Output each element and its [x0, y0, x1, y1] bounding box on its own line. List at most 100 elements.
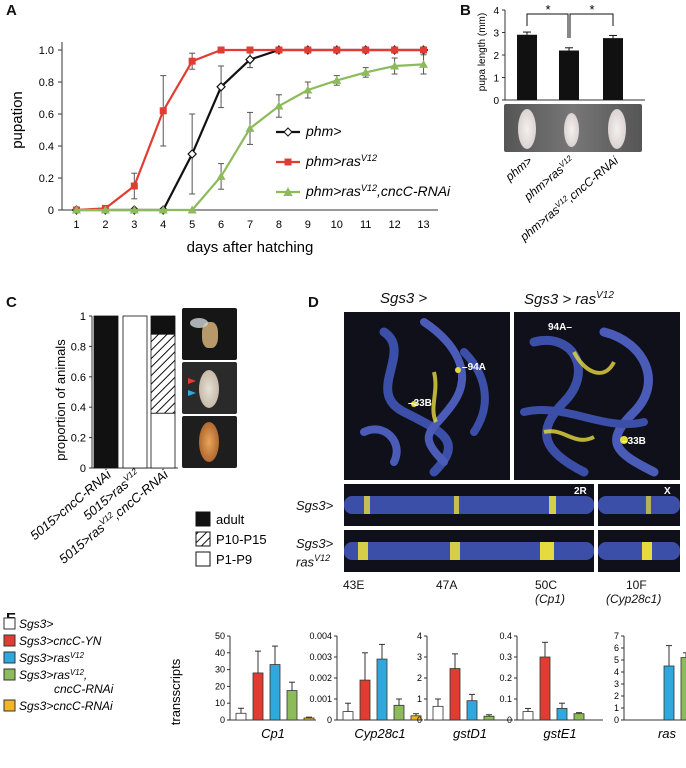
panel-a-point: [361, 67, 371, 76]
panel-e-bar: [303, 717, 315, 721]
panel-a-xtick-label: 2: [102, 219, 108, 231]
panel-c-bar-segment: [122, 315, 148, 469]
panel-e-ytick-label: 2: [417, 673, 422, 683]
panel-a-ytick-label: 1.0: [39, 45, 54, 57]
panel-a-point: [390, 61, 400, 70]
panel-c-legend-swatch: [195, 551, 211, 567]
panel-a-point: [187, 149, 198, 159]
panel-a-point: [188, 57, 196, 65]
panel-e-legend-swatch: [3, 668, 16, 681]
panel-c-bar-segment: [150, 333, 176, 414]
panel-b-ylabel: pupa length (mm): [477, 13, 488, 91]
panel-a-point: [216, 171, 226, 180]
panel-b-ytick-label: 3: [493, 29, 499, 40]
panel-a-point: [391, 46, 399, 54]
panel-c-legend-swatch: [195, 531, 211, 547]
panel-e-ytick-label: 4: [614, 667, 619, 677]
panel-e-ytick-label: 0.001: [309, 694, 332, 704]
panel-b-xlabel-sup: V12: [557, 153, 574, 169]
panel-a-xtick-label: 6: [218, 219, 224, 231]
chromosome-image-right: 94A– –33B: [514, 312, 680, 480]
panel-b-xlabel-base: phm>ras: [516, 203, 562, 245]
adult-fly-photo: [182, 308, 237, 360]
panel-e-legend-label-sup: V12: [70, 668, 85, 677]
panel-e-bar: [556, 708, 568, 721]
panel-e-gene-label: ras: [658, 726, 677, 741]
panel-c-xlabel-base: 5015>ras: [56, 520, 108, 567]
panel-e-ytick-label: 0: [417, 715, 422, 725]
band-33b-right: –33B: [622, 436, 646, 447]
panel-e-ytick-label: 5: [614, 655, 619, 665]
chromosome-strip-2r-top: 2R: [344, 484, 594, 526]
panel-e-legend-label-line2: cncC-RNAi: [54, 682, 114, 696]
panel-a-xtick-label: 1: [73, 219, 79, 231]
panel-e-gene-label: gstD1: [453, 726, 487, 741]
panel-e-bar: [342, 711, 354, 721]
panel-c-ytick-label: 0.6: [71, 372, 86, 384]
panel-a-legend-label-sup: V12: [361, 153, 377, 163]
panel-c-ytick-label: 0.4: [71, 402, 86, 414]
panel-e-legend-label: Sgs3>rasV12: [19, 651, 85, 666]
panel-e-legend-label-base: Sgs3>: [19, 617, 53, 631]
panel-e-bar: [663, 665, 675, 721]
locus-47a: 47A: [436, 578, 458, 592]
panel-c-bar-segment: [93, 315, 119, 469]
late-pupa-photo: [182, 362, 237, 414]
panel-e-bar: [466, 700, 478, 721]
panel-b-bar: [517, 34, 537, 100]
panel-a-ylabel: pupation: [9, 91, 26, 149]
panel-e-legend-label-base: Sgs3>ras: [19, 651, 70, 665]
panel-a-legend-label-base: phm>ras: [305, 183, 361, 199]
panel-b-ytick-label: 0: [493, 96, 499, 107]
panel-e-gene-label: gstE1: [543, 726, 576, 741]
panel-e-ytick-label: 7: [614, 631, 619, 641]
panel-a-point: [130, 182, 138, 190]
panel-b-bar: [603, 38, 623, 100]
panel-e-ytick-label: 30: [215, 665, 225, 675]
panel-e-legend-swatch: [3, 651, 16, 664]
panel-e-gene-label: Cyp28c1: [354, 726, 405, 741]
panel-e-ytick-label: 4: [417, 631, 422, 641]
panel-a-legend-label: phm>: [305, 123, 341, 139]
band-94a-right: 94A–: [548, 322, 572, 333]
panel-e-ytick-label: 20: [215, 681, 225, 691]
panel-e-bar: [522, 711, 534, 721]
chromosome-left-drawing: [360, 318, 489, 477]
panel-c-legend-label: P1-P9: [216, 552, 252, 567]
panel-e-bar: [483, 715, 495, 721]
band-33b-left: –33B: [408, 398, 432, 409]
locus-43e: 43E: [343, 578, 365, 592]
panel-a-point: [304, 46, 312, 54]
panel-e-bar: [449, 668, 461, 721]
panel-b-bar: [559, 50, 579, 100]
panel-c-ylabel: proportion of animals: [53, 339, 68, 461]
panel-a-point: [129, 205, 139, 214]
panel-e-bar: [235, 712, 247, 721]
panel-e-bar: [286, 690, 298, 721]
panel-e-ytick-label: 3: [417, 652, 422, 662]
panel-d-title-left: Sgs3 >: [380, 290, 428, 307]
locus-50c-gene: (Cp1): [535, 592, 566, 606]
panel-c-ytick-label: 1: [80, 311, 86, 323]
blue-arrow-icon: [188, 390, 196, 396]
panel-e-ytick-label: 0.002: [309, 673, 332, 683]
title-right-base: Sgs3 > ras: [524, 291, 597, 308]
chromosome-right-drawing: [520, 327, 659, 477]
panel-c-bar-segment: [150, 412, 176, 469]
panel-e-legend-swatch: [3, 699, 16, 712]
arm-x-label: X: [664, 486, 671, 497]
panel-e-ytick-label: 3: [614, 679, 619, 689]
panel-e-gene-label: Cp1: [261, 726, 285, 741]
panel-a-ytick-label: 0.2: [39, 173, 54, 185]
pupa-3: [608, 109, 626, 149]
panel-e-legend-label-suffix: ,: [84, 668, 87, 682]
panel-a-point: [275, 46, 283, 54]
panel-d-title-right: Sgs3 > rasV12: [524, 290, 614, 308]
chromosome-image-left: –94A –33B: [344, 312, 510, 480]
panel-a-legend-marker: [283, 187, 293, 196]
pupa-shape: [199, 370, 219, 408]
panel-a-xtick-label: 12: [388, 219, 400, 231]
panel-a-xtick-label: 4: [160, 219, 166, 231]
panel-e-legend-label: Sgs3>: [19, 617, 53, 631]
